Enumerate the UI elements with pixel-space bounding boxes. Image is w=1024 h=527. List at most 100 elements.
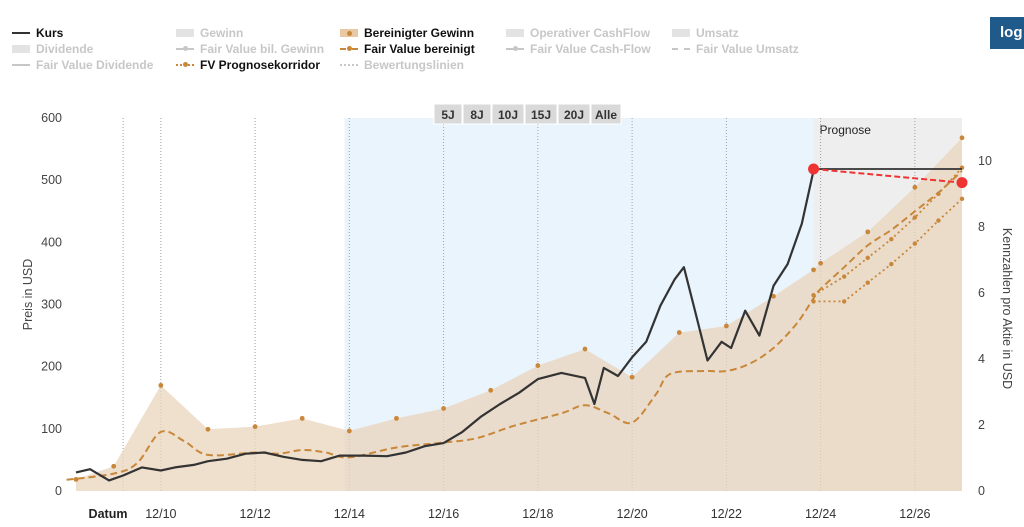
legend-fv-bereinigt[interactable]: Fair Value bereinigt xyxy=(340,42,475,56)
legend-dividende[interactable]: Dividende xyxy=(12,42,93,56)
corridor-point xyxy=(811,299,816,304)
legend-gewinn[interactable]: Gewinn xyxy=(176,26,243,40)
period-button-label: 5J xyxy=(441,108,454,122)
corridor-point xyxy=(936,191,941,197)
corridor-point xyxy=(811,292,816,298)
earnings-point xyxy=(959,135,965,141)
legend-fv-cashflow[interactable]: Fair Value Cash-Flow xyxy=(506,42,651,56)
earnings-point xyxy=(676,330,682,335)
legend-label: Umsatz xyxy=(696,26,739,40)
legend-kurs[interactable]: Kurs xyxy=(12,26,63,40)
y-left-tick-label: 300 xyxy=(41,298,62,312)
legend-label: Gewinn xyxy=(200,26,244,40)
legend-label: Dividende xyxy=(36,42,94,56)
legend-label: Operativer CashFlow xyxy=(530,26,651,40)
earnings-point xyxy=(723,323,729,329)
corridor-point xyxy=(865,280,870,285)
y-left-tick-label: 600 xyxy=(41,111,62,125)
legend-fv-prognosekorridor[interactable]: FV Prognosekorridor xyxy=(176,58,320,72)
dotted-line-icon xyxy=(340,60,358,70)
x-tick-label: 12/10 xyxy=(145,507,176,521)
legend-label: Fair Value bil. Gewinn xyxy=(200,42,325,56)
y-left-axis-title: Preis in USD xyxy=(21,259,35,331)
period-button-20j[interactable]: 20J xyxy=(557,103,591,125)
chart-legend: Kurs Dividende Fair Value Dividende Gewi… xyxy=(12,24,912,78)
earnings-point xyxy=(346,428,352,434)
earnings-point xyxy=(111,463,117,469)
login-button[interactable]: log xyxy=(990,17,1024,49)
y-right-tick-label: 10 xyxy=(978,154,992,168)
dashed-line-icon xyxy=(340,44,358,54)
dotted-line-icon xyxy=(176,60,194,70)
earnings-point xyxy=(629,374,635,380)
period-button-bg xyxy=(433,103,463,125)
period-button-5j[interactable]: 5J xyxy=(433,103,463,125)
period-button-10j[interactable]: 10J xyxy=(491,103,525,125)
earnings-area xyxy=(76,137,962,492)
legend-label: Fair Value Dividende xyxy=(36,58,154,72)
y-right-tick-label: 8 xyxy=(978,220,985,234)
period-button-alle[interactable]: Alle xyxy=(590,103,622,125)
legend-label: Fair Value bereinigt xyxy=(364,42,475,56)
legend-bewertungslinien[interactable]: Bewertungslinien xyxy=(340,58,464,72)
x-tick-label: 12/18 xyxy=(522,507,553,521)
period-button-8j[interactable]: 8J xyxy=(462,103,492,125)
y-right-axis-title: Kennzahlen pro Aktie in USD xyxy=(1000,228,1014,389)
y-right-tick-label: 0 xyxy=(978,484,985,498)
area-icon xyxy=(506,29,524,37)
y-left-tick-label: 400 xyxy=(41,235,62,249)
y-left-tick-label: 500 xyxy=(41,173,62,187)
earnings-point xyxy=(441,406,446,411)
earnings-point xyxy=(535,363,541,368)
period-button-label: 15J xyxy=(531,108,551,122)
period-button-bg xyxy=(524,103,558,125)
period-button-bg xyxy=(491,103,525,125)
area-icon xyxy=(12,45,30,53)
y-right-tick-label: 2 xyxy=(978,418,985,432)
period-button-label: 20J xyxy=(564,108,584,122)
period-button-15j[interactable]: 15J xyxy=(524,103,558,125)
forecast-price-line xyxy=(813,167,963,184)
dashed-line-icon xyxy=(672,44,690,54)
corridor-point xyxy=(889,261,894,267)
fair-value-line xyxy=(66,170,963,481)
legend-fv-umsatz[interactable]: Fair Value Umsatz xyxy=(672,42,799,56)
area-icon xyxy=(672,29,690,37)
target-price-marker xyxy=(956,177,968,189)
corridor-point xyxy=(936,218,941,223)
legend-fv-dividende[interactable]: Fair Value Dividende xyxy=(12,58,153,72)
legend-operativer-cashflow[interactable]: Operativer CashFlow xyxy=(506,26,650,40)
earnings-point xyxy=(394,415,399,421)
legend-label: Fair Value Cash-Flow xyxy=(530,42,651,56)
earnings-point xyxy=(582,346,588,352)
period-button-label: Alle xyxy=(595,108,617,122)
period-button-bg xyxy=(462,103,492,125)
legend-fv-bil-gewinn[interactable]: Fair Value bil. Gewinn xyxy=(176,42,324,56)
area-icon xyxy=(340,29,358,37)
legend-umsatz[interactable]: Umsatz xyxy=(672,26,739,40)
legend-label: Fair Value Umsatz xyxy=(696,42,799,56)
earnings-point xyxy=(818,260,824,266)
corridor-point xyxy=(912,215,918,220)
y-left-tick-label: 200 xyxy=(41,360,62,374)
earnings-point xyxy=(488,387,494,393)
earnings-point xyxy=(912,184,918,190)
area-icon xyxy=(176,29,194,37)
x-axis-title: Datum xyxy=(89,507,128,521)
y-left-tick-label: 100 xyxy=(41,422,62,436)
line-icon xyxy=(12,60,30,70)
line-icon xyxy=(12,28,30,38)
y-right-tick-label: 6 xyxy=(978,286,985,300)
y-right-tick-label: 4 xyxy=(978,352,985,366)
legend-bereinigter-gewinn[interactable]: Bereinigter Gewinn xyxy=(340,26,474,40)
x-tick-label: 12/16 xyxy=(428,507,459,521)
x-tick-label: 12/24 xyxy=(805,507,836,521)
corridor-point xyxy=(959,196,965,202)
earnings-point xyxy=(811,267,816,273)
earnings-point xyxy=(158,382,164,388)
line-icon xyxy=(176,44,194,54)
forecast-label: Prognose xyxy=(820,123,872,137)
x-tick-label: 12/26 xyxy=(899,507,930,521)
legend-label: Bereinigter Gewinn xyxy=(364,26,475,40)
